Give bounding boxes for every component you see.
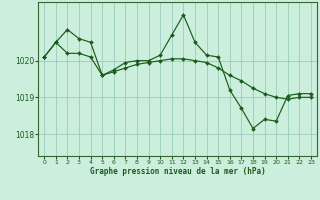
- X-axis label: Graphe pression niveau de la mer (hPa): Graphe pression niveau de la mer (hPa): [90, 167, 266, 176]
